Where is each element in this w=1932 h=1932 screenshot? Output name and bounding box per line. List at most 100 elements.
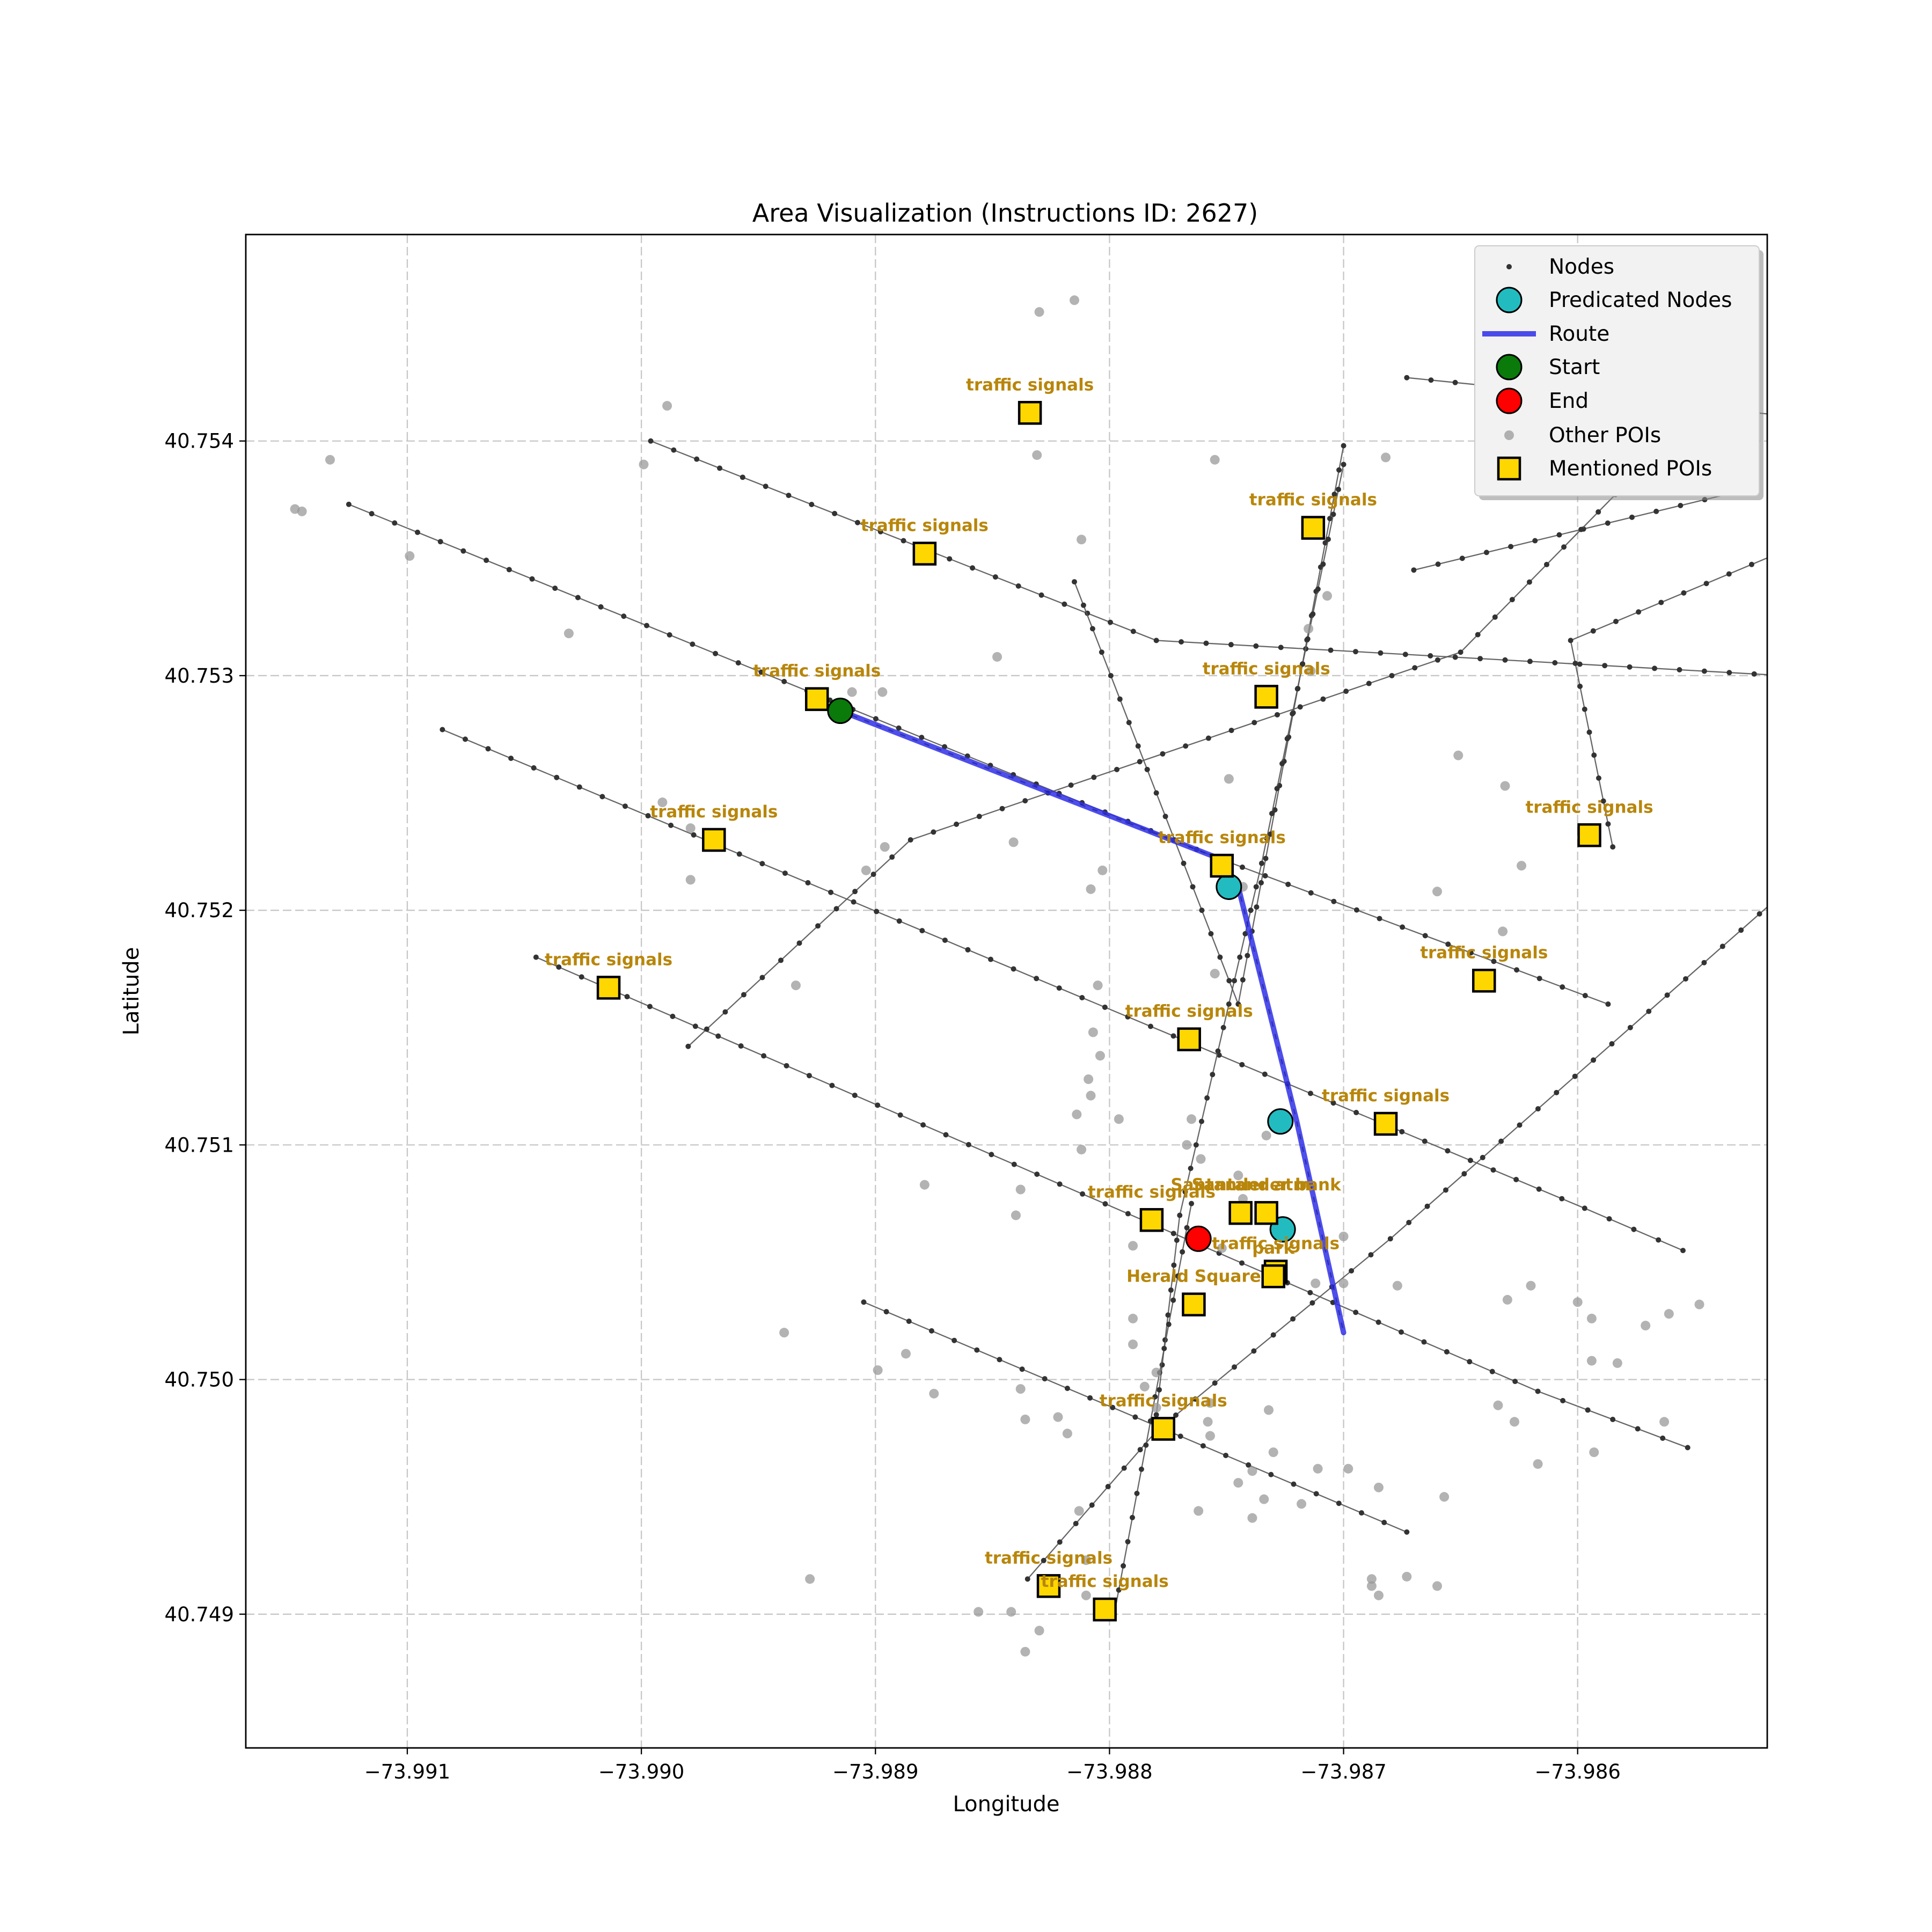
street-node bbox=[1279, 760, 1285, 766]
street-node bbox=[1422, 933, 1428, 939]
street-node bbox=[1278, 645, 1284, 650]
street-node bbox=[1170, 1033, 1176, 1039]
street-node bbox=[1290, 711, 1296, 716]
street-node bbox=[1560, 984, 1565, 990]
other-poi-point bbox=[1402, 1571, 1412, 1582]
street-node bbox=[1268, 1472, 1274, 1477]
street-node bbox=[992, 574, 998, 580]
street-node bbox=[965, 1141, 971, 1147]
other-poi-point bbox=[1074, 1506, 1084, 1516]
street-node bbox=[598, 604, 604, 610]
street-node bbox=[809, 501, 815, 507]
other-poi-point bbox=[1081, 1555, 1091, 1565]
other-poi-point bbox=[1128, 1241, 1138, 1251]
street-node bbox=[1041, 1557, 1046, 1563]
other-poi-point bbox=[1373, 1482, 1384, 1492]
street-node bbox=[1182, 1189, 1188, 1195]
street-node bbox=[1389, 672, 1395, 678]
street-node bbox=[1368, 1252, 1374, 1258]
street-node bbox=[1602, 663, 1608, 669]
street-node bbox=[1352, 649, 1358, 655]
other-poi-point bbox=[1509, 1417, 1519, 1427]
y-axis-label: Latitude bbox=[119, 947, 144, 1036]
street-node bbox=[1062, 601, 1067, 607]
street-node bbox=[1153, 1412, 1159, 1418]
street-node bbox=[1240, 977, 1246, 983]
mentioned-poi-square bbox=[1177, 1027, 1201, 1051]
street-node bbox=[1205, 735, 1211, 741]
street-node bbox=[1125, 1014, 1131, 1020]
street-node bbox=[1114, 766, 1120, 772]
street-node bbox=[1320, 561, 1326, 567]
street-node bbox=[484, 558, 489, 564]
street-node bbox=[1582, 706, 1587, 712]
street-node bbox=[1577, 683, 1583, 689]
street-node bbox=[1719, 943, 1725, 949]
street-node bbox=[1189, 1201, 1195, 1206]
street-node bbox=[832, 510, 838, 516]
street-node bbox=[919, 735, 925, 741]
street-node bbox=[1577, 661, 1583, 667]
other-poi-point bbox=[1139, 1381, 1150, 1392]
street-node bbox=[1656, 1237, 1662, 1243]
street-node bbox=[1605, 821, 1611, 827]
street-node bbox=[1208, 931, 1214, 936]
street-node bbox=[1285, 881, 1291, 887]
other-poi-point bbox=[1493, 1400, 1503, 1410]
street-node bbox=[1489, 1368, 1495, 1374]
street-node bbox=[1310, 611, 1316, 617]
street-node bbox=[763, 484, 769, 489]
street-node bbox=[1532, 538, 1538, 544]
other-poi-point bbox=[1589, 1447, 1599, 1458]
street-node bbox=[579, 974, 584, 980]
other-poi-point bbox=[1306, 666, 1316, 676]
street-node bbox=[648, 438, 654, 444]
street-node bbox=[896, 725, 902, 731]
street-node bbox=[781, 678, 787, 684]
street-node bbox=[1315, 586, 1321, 592]
other-poi-point bbox=[791, 980, 801, 991]
mentioned-poi-label: traffic signals bbox=[753, 662, 881, 681]
street-node bbox=[713, 650, 719, 656]
street-node bbox=[988, 956, 994, 962]
street-node bbox=[1658, 599, 1664, 605]
other-poi-point bbox=[1263, 1405, 1274, 1415]
street-node bbox=[1330, 1100, 1336, 1106]
other-poi-point bbox=[847, 687, 857, 697]
mentioned-poi-label: traffic signals bbox=[545, 950, 672, 969]
street-node bbox=[1613, 618, 1619, 624]
street-node bbox=[1268, 831, 1274, 837]
street-node bbox=[1099, 649, 1104, 655]
street-node bbox=[440, 727, 445, 733]
other-poi-point bbox=[1338, 1231, 1349, 1241]
street-node bbox=[437, 539, 443, 545]
street-node bbox=[556, 964, 562, 970]
street-node bbox=[1526, 579, 1532, 585]
street-node bbox=[896, 918, 902, 924]
street-node bbox=[1412, 665, 1418, 671]
grid-lines bbox=[246, 235, 1767, 1748]
mentioned-poi-label: traffic signals bbox=[1322, 1086, 1450, 1106]
street-node bbox=[1467, 1158, 1473, 1163]
street-node bbox=[1254, 904, 1260, 910]
mentioned-poi-square bbox=[1139, 1208, 1164, 1232]
street-node bbox=[989, 1152, 994, 1158]
street-node bbox=[1411, 567, 1417, 573]
other-poi-point bbox=[1392, 1280, 1402, 1291]
street-node bbox=[1757, 911, 1762, 917]
street-node bbox=[1143, 1442, 1149, 1448]
street-node bbox=[485, 746, 491, 752]
street-node bbox=[1165, 1312, 1171, 1318]
other-poi-point bbox=[1151, 1403, 1161, 1413]
other-poi-point bbox=[1032, 450, 1042, 460]
street-node bbox=[1087, 1395, 1093, 1401]
mentioned-poi-label: traffic signals bbox=[1420, 943, 1548, 962]
street-node bbox=[1508, 544, 1514, 550]
street-node bbox=[1600, 798, 1606, 804]
street-node bbox=[1011, 1161, 1017, 1167]
street-node bbox=[1560, 1397, 1566, 1403]
street-node bbox=[1125, 1539, 1131, 1545]
street-node bbox=[1359, 1510, 1364, 1516]
other-poi-point bbox=[1097, 865, 1108, 875]
